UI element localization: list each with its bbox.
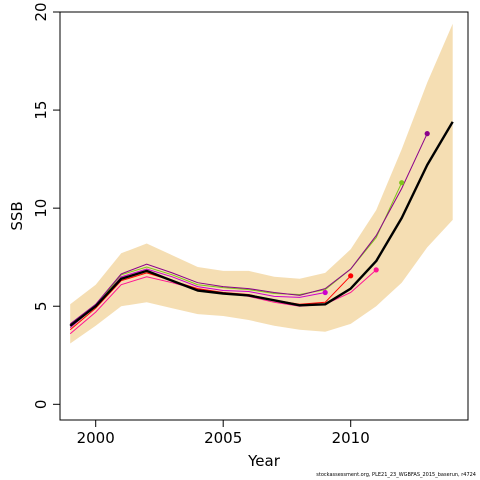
retro-endpoint-4: [399, 180, 405, 186]
ssb-estimate-line: [69, 121, 454, 327]
x-axis-title: Year: [247, 452, 281, 470]
y-tick-label: 0: [32, 400, 50, 410]
retro-endpoint-1: [373, 267, 379, 273]
confidence-band: [70, 23, 453, 344]
y-axis-title: SSB: [8, 201, 26, 230]
y-tick-label: 5: [32, 301, 50, 311]
retro-endpoint-2: [348, 273, 354, 279]
retro-endpoint-3: [322, 289, 328, 296]
y-tick-label: 10: [32, 199, 50, 218]
y-tick-label: 15: [32, 101, 50, 120]
x-tick-label: 2010: [332, 429, 370, 447]
retro-line-5: [69, 133, 428, 325]
x-tick-label: 2005: [204, 429, 242, 447]
footnote: stockassessment.org, PLE21_23_WGBFAS_201…: [316, 472, 476, 478]
x-tick-label: 2000: [77, 429, 115, 447]
retro-endpoint-5: [424, 131, 430, 137]
plot-frame: [59, 11, 469, 421]
y-tick-label: 20: [32, 2, 50, 21]
